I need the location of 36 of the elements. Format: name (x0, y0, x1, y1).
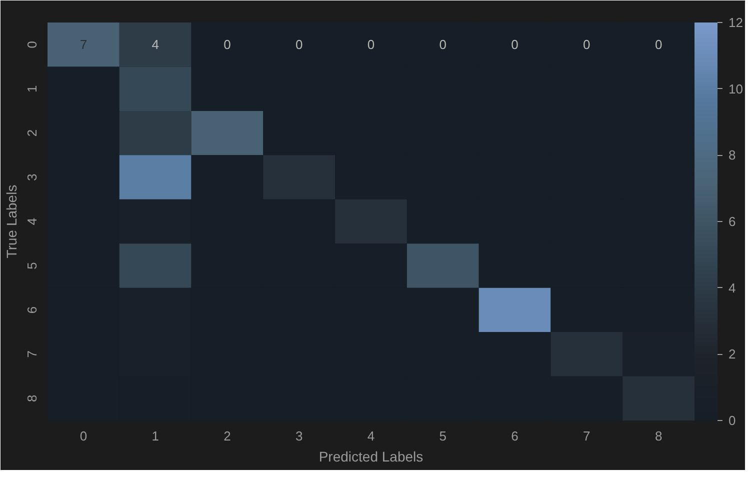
color-bar-label: 12 (728, 15, 743, 30)
x-tick-label: 6 (511, 428, 518, 444)
x-tick-label: 7 (583, 428, 590, 444)
data-label: 0 (654, 37, 662, 52)
x-tick-label: 0 (80, 428, 88, 444)
y-tick-label: 4 (24, 218, 40, 226)
data-label: 4 (152, 37, 159, 52)
x-tick-label: 8 (654, 428, 662, 444)
y-tick-label: 3 (24, 174, 40, 181)
x-tick-label: 1 (152, 428, 159, 444)
color-bar-label: 0 (728, 413, 736, 428)
y-tick-label: 2 (24, 129, 40, 137)
y-tick-label: 7 (24, 350, 40, 358)
y-tick-label: 8 (24, 394, 40, 402)
data-label: 0 (439, 37, 447, 52)
color-bar-label: 10 (728, 81, 743, 96)
color-bar-label: 2 (728, 346, 736, 362)
y-tick-label: 5 (24, 262, 40, 270)
x-tick-label: 2 (224, 428, 231, 444)
x-tick-label: 3 (295, 428, 303, 444)
data-label: 0 (583, 37, 590, 52)
data-label: 7 (80, 37, 88, 52)
color-bar-label: 8 (728, 148, 736, 163)
x-tick-label: 4 (367, 428, 375, 444)
y-axis-title: True Labels (4, 184, 20, 258)
data-label: 0 (367, 37, 375, 52)
y-tick-label: 1 (24, 85, 40, 92)
x-tick-label: 5 (439, 428, 447, 444)
data-label: 0 (295, 37, 303, 52)
data-label: 0 (224, 37, 231, 52)
color-bar-label: 4 (728, 280, 736, 296)
y-tick-label: 0 (24, 40, 40, 48)
y-tick-label: 6 (24, 306, 40, 314)
color-bar-label: 6 (728, 214, 736, 229)
data-label: 0 (511, 37, 518, 52)
x-axis-title: Predicted Labels (318, 448, 424, 464)
